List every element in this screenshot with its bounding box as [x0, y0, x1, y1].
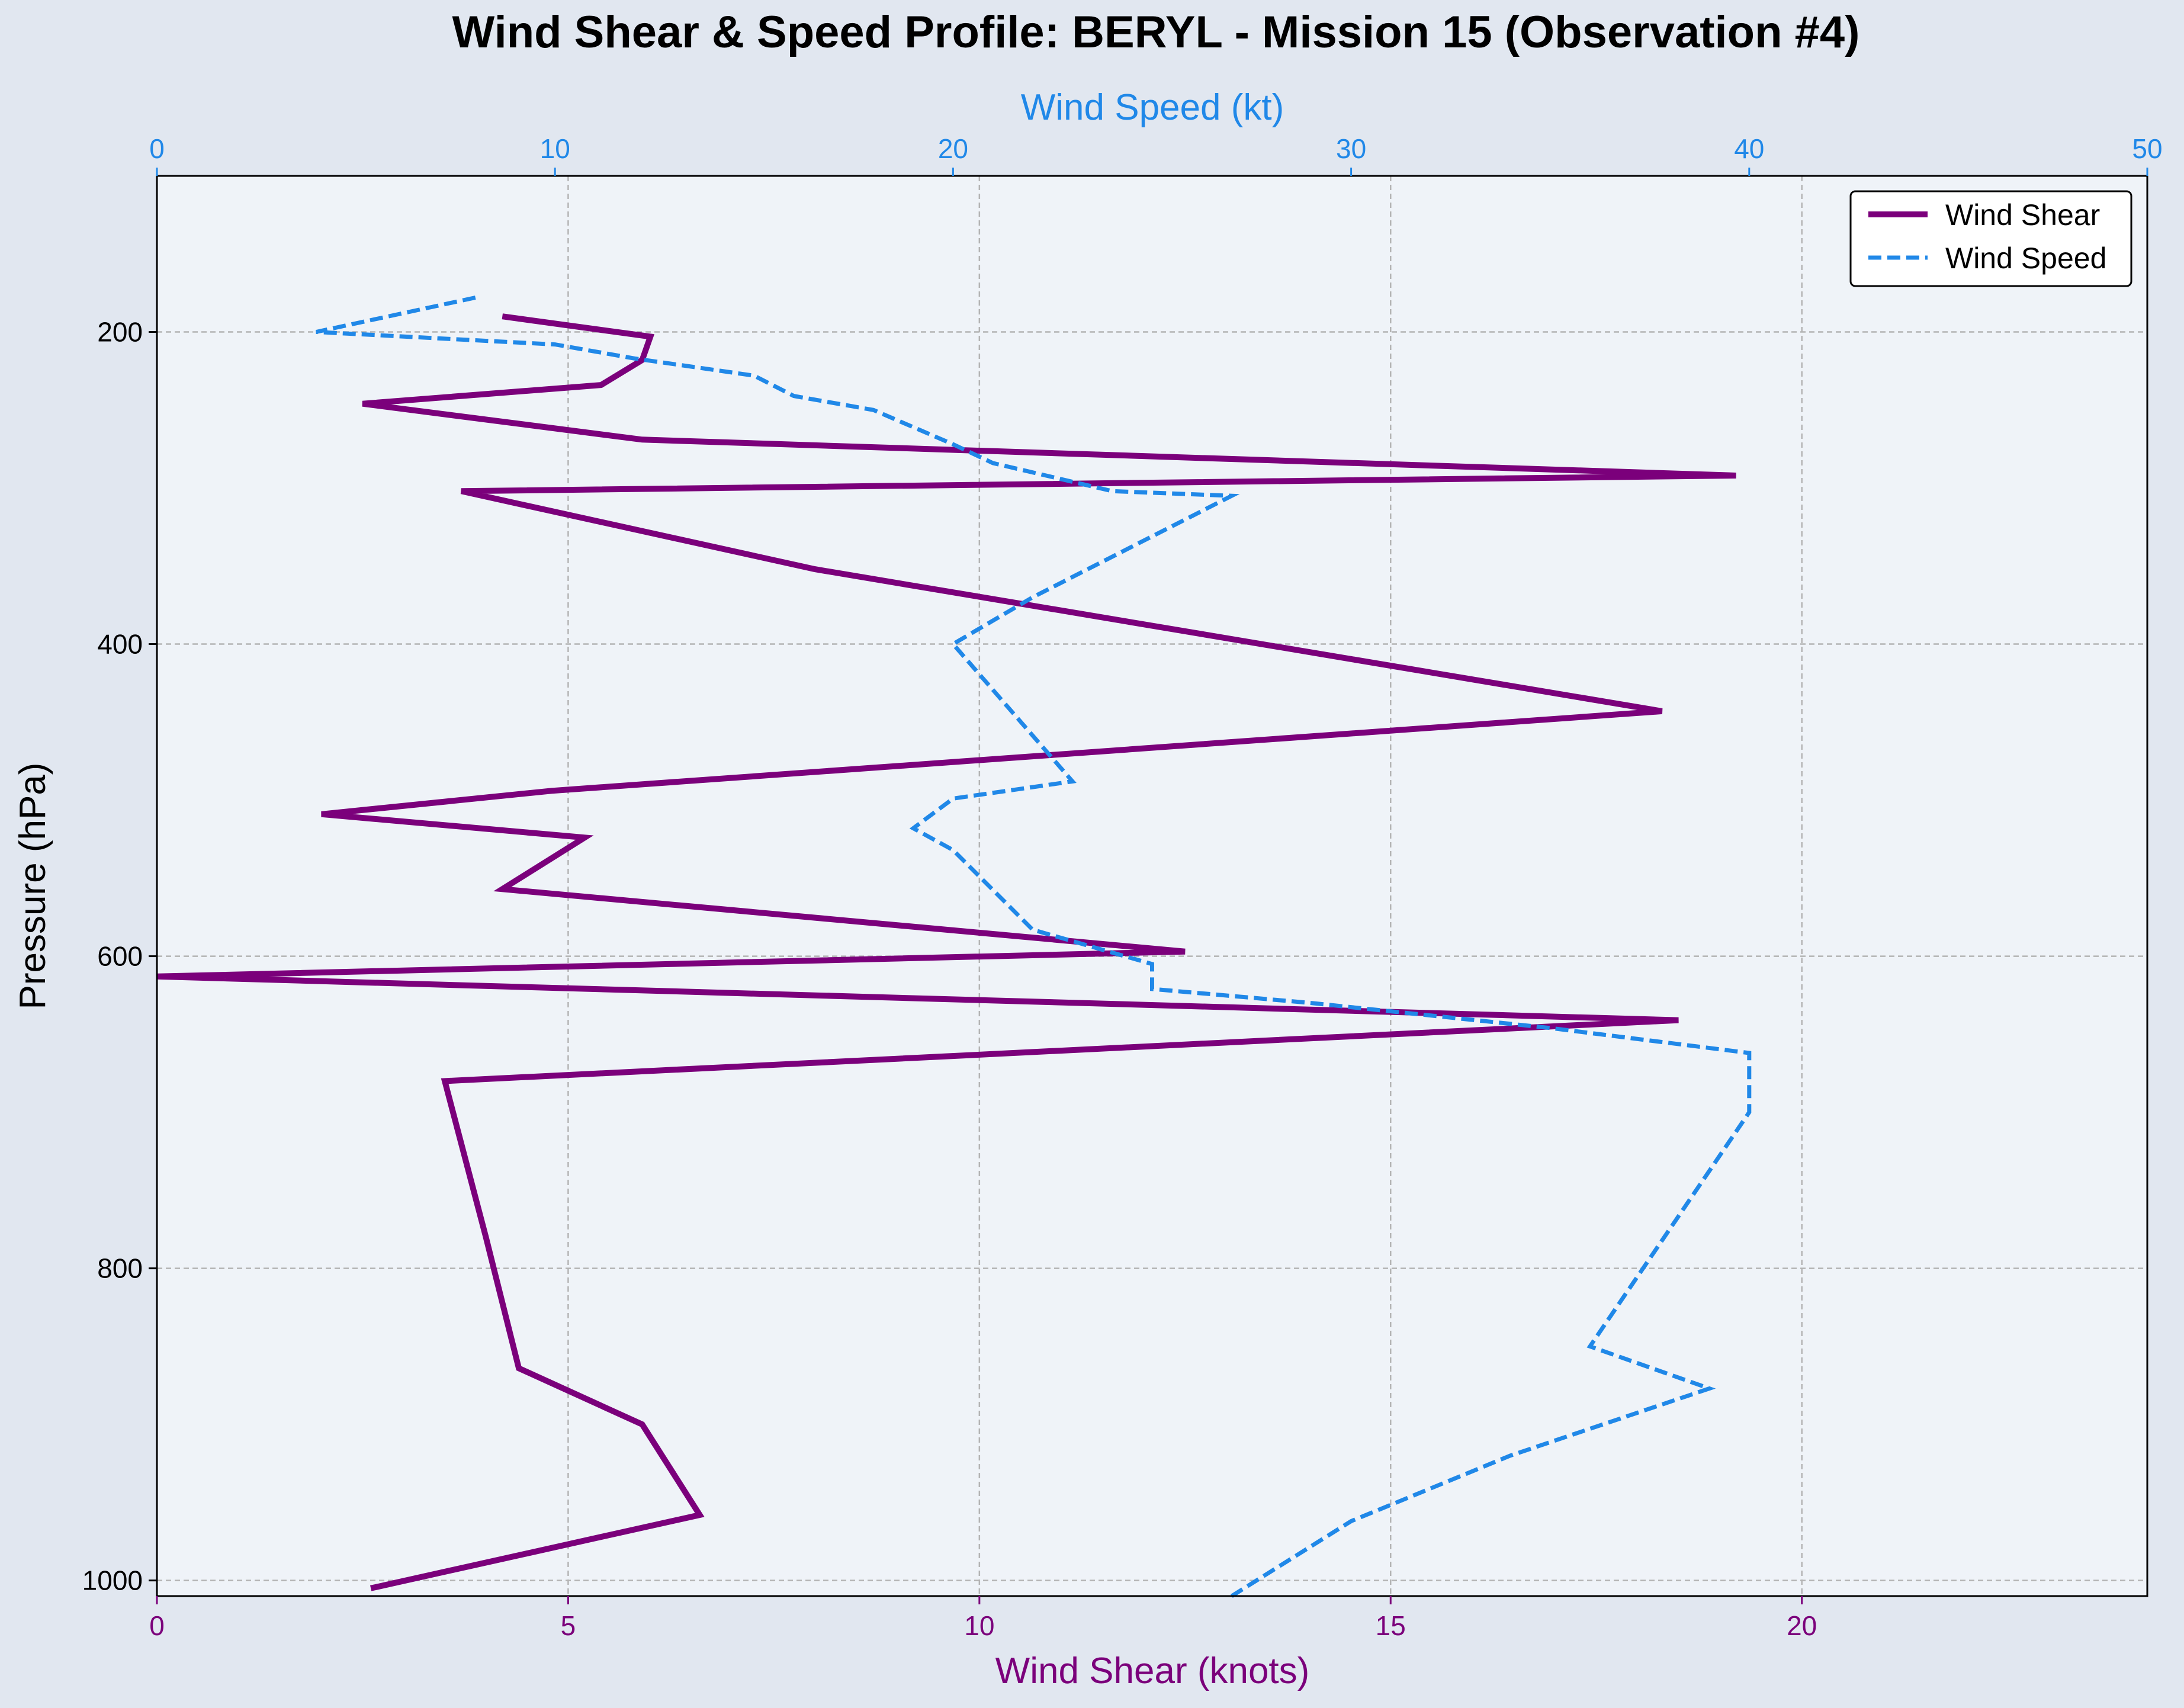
series-layer: [156, 296, 1752, 1598]
x-bottom-tick-label: 20: [1787, 1610, 1817, 1641]
legend: Wind Shear Wind Speed: [1849, 190, 2132, 287]
x-top-tick-label: 40: [1734, 133, 1764, 164]
y-tick-label: 600: [97, 941, 143, 972]
y-axis-label: Pressure (hPa): [12, 763, 53, 1010]
x-top-tick-label: 30: [1336, 133, 1366, 164]
plot-area: [157, 176, 2147, 1596]
plot-frame: [156, 175, 2148, 1597]
x-bottom-tick-label: 5: [561, 1610, 576, 1641]
chart-title: Wind Shear & Speed Profile: BERYL - Miss…: [452, 7, 1860, 57]
x-top-tick-label: 0: [149, 133, 165, 164]
wind-speed-line: [316, 296, 1752, 1598]
x-axis-top-label: Wind Speed (kt): [1021, 87, 1284, 128]
x-bottom-tick-label: 10: [964, 1610, 994, 1641]
x-bottom-tick-label: 15: [1376, 1610, 1406, 1641]
x-top-tick-label: 50: [2132, 133, 2162, 164]
y-tick-label: 200: [97, 317, 143, 348]
legend-speed-label: Wind Speed: [1945, 242, 2106, 275]
x-bottom-tick-label: 0: [149, 1610, 165, 1641]
x-top-tick-label: 20: [938, 133, 968, 164]
legend-shear-label: Wind Shear: [1945, 198, 2100, 232]
y-tick-label: 800: [97, 1253, 143, 1284]
x-axis-bottom-label: Wind Shear (knots): [995, 1651, 1310, 1691]
x-top-tick-label: 10: [540, 133, 570, 164]
y-tick-label: 400: [97, 629, 143, 660]
y-tick-label: 1000: [82, 1565, 143, 1596]
wind-shear-line: [156, 313, 1736, 1591]
